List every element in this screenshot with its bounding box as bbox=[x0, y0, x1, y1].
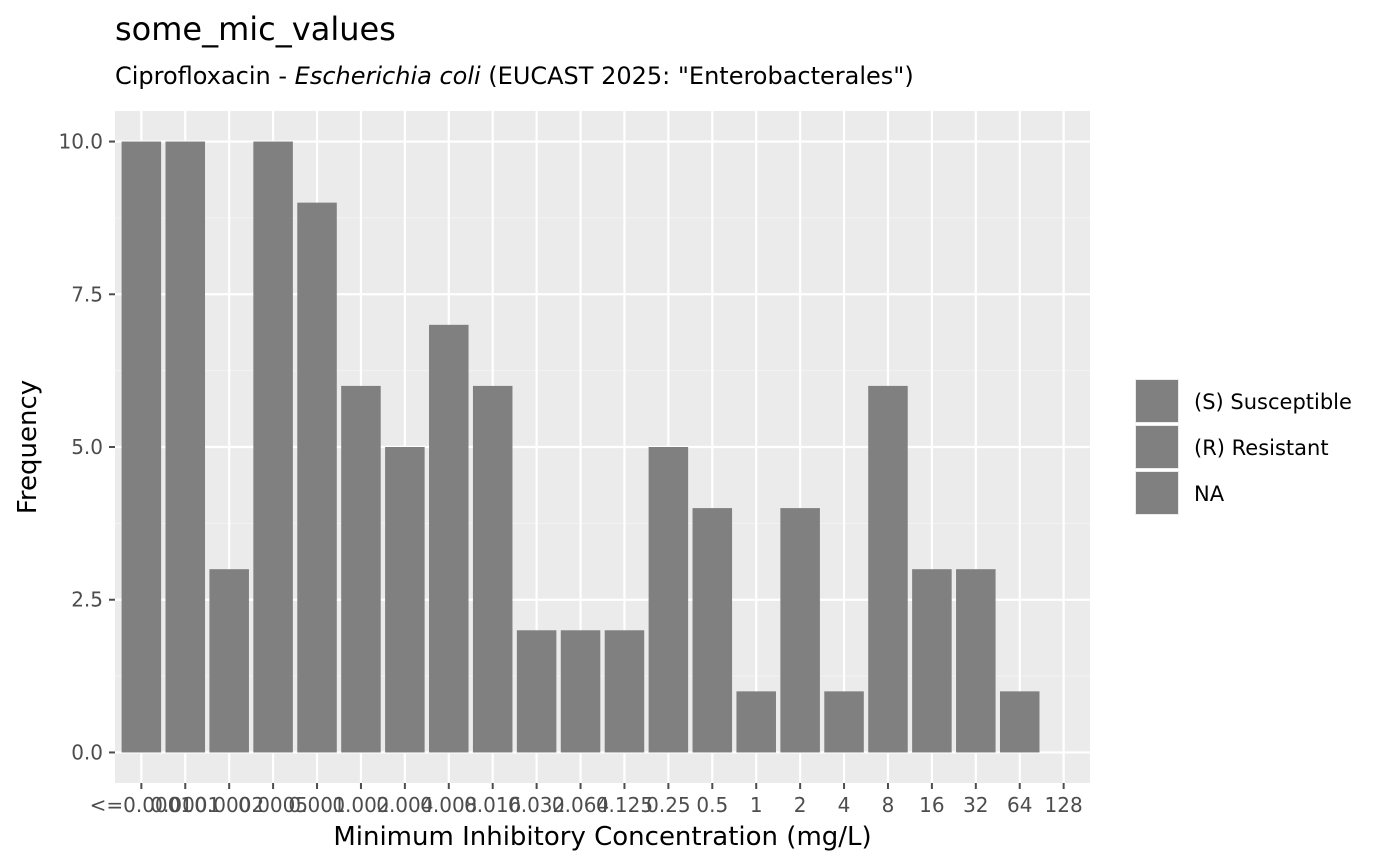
x-tick-label: 0.125 bbox=[596, 793, 653, 817]
x-tick-label: 2 bbox=[794, 793, 807, 817]
legend-key-swatch bbox=[1136, 380, 1178, 422]
y-axis: 0.0 2.5 5.0 7.5 10.0 bbox=[58, 130, 115, 764]
legend-label: (S) Susceptible bbox=[1194, 390, 1352, 414]
x-tick-label: 0.004 bbox=[376, 793, 433, 817]
x-tick-label: 0.064 bbox=[552, 793, 609, 817]
bar bbox=[912, 569, 952, 753]
bar bbox=[560, 630, 601, 753]
y-tick-label: 5.0 bbox=[71, 435, 103, 459]
chart-subtitle: Ciprofloxacin - Escherichia coli (EUCAST… bbox=[115, 62, 914, 90]
x-tick-label: 0.016 bbox=[464, 793, 521, 817]
bar bbox=[297, 202, 337, 753]
legend-key-swatch bbox=[1136, 472, 1178, 514]
y-tick-label: 10.0 bbox=[58, 130, 103, 154]
bar bbox=[999, 691, 1040, 753]
bar bbox=[780, 508, 820, 753]
x-tick-label: <=0.0001 bbox=[90, 793, 194, 817]
x-tick-label: 0.002 bbox=[332, 793, 389, 817]
bar bbox=[648, 447, 689, 753]
y-tick-label: 7.5 bbox=[71, 282, 103, 306]
x-tick-label: 0.0002 bbox=[194, 793, 264, 817]
legend: (S) Susceptible (R) Resistant NA bbox=[1135, 379, 1352, 515]
legend-label: (R) Resistant bbox=[1194, 436, 1329, 460]
x-tick-label: 0.032 bbox=[508, 793, 565, 817]
x-tick-label: 0.5 bbox=[696, 793, 728, 817]
x-axis: <=0.00010.00010.00020.00050.0010.0020.00… bbox=[90, 783, 1083, 817]
bar bbox=[385, 447, 425, 753]
bar bbox=[121, 141, 162, 753]
subtitle-drug: Ciprofloxacin - bbox=[115, 62, 295, 90]
bar bbox=[165, 141, 206, 753]
bar bbox=[736, 691, 776, 753]
subtitle-organism: Escherichia coli bbox=[295, 62, 481, 90]
x-tick-label: 32 bbox=[963, 793, 988, 817]
bar bbox=[868, 385, 908, 753]
bar bbox=[824, 691, 864, 753]
bar bbox=[341, 385, 381, 753]
x-tick-label: 64 bbox=[1007, 793, 1032, 817]
x-tick-label: 0.0005 bbox=[238, 793, 308, 817]
bar bbox=[429, 324, 469, 753]
legend-label: NA bbox=[1194, 482, 1225, 506]
bars-group bbox=[121, 141, 1040, 753]
bar bbox=[604, 630, 645, 753]
y-axis-title: Frequency bbox=[13, 380, 43, 514]
x-tick-label: 0.25 bbox=[646, 793, 691, 817]
chart-title: some_mic_values bbox=[115, 10, 396, 48]
bar bbox=[472, 385, 513, 753]
x-axis-title: Minimum Inhibitory Concentration (mg/L) bbox=[333, 822, 871, 852]
x-tick-label: 1 bbox=[750, 793, 763, 817]
y-tick-label: 0.0 bbox=[71, 740, 103, 764]
y-tick-label: 2.5 bbox=[71, 588, 103, 612]
x-tick-label: 0.0001 bbox=[150, 793, 220, 817]
bar bbox=[692, 508, 733, 753]
legend-key-swatch bbox=[1136, 426, 1178, 468]
bar bbox=[209, 569, 249, 753]
x-tick-label: 128 bbox=[1045, 793, 1083, 817]
subtitle-guideline: (EUCAST 2025: "Enterobacterales") bbox=[481, 62, 914, 90]
bar bbox=[956, 569, 996, 753]
x-tick-label: 0.001 bbox=[288, 793, 345, 817]
bar bbox=[253, 141, 293, 753]
x-tick-label: 4 bbox=[838, 793, 851, 817]
x-tick-label: 0.008 bbox=[420, 793, 477, 817]
bar bbox=[516, 630, 557, 753]
x-tick-label: 8 bbox=[882, 793, 895, 817]
x-tick-label: 16 bbox=[919, 793, 944, 817]
